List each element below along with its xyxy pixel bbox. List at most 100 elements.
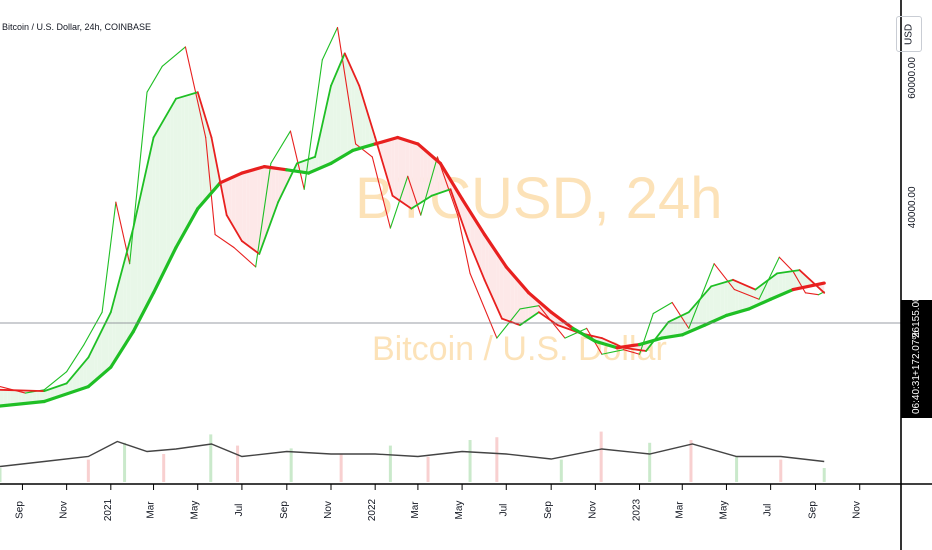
slow-average-segment <box>109 330 135 369</box>
cloud-segment <box>253 168 258 253</box>
currency-button[interactable]: USD <box>896 16 922 52</box>
price-segment <box>115 201 131 265</box>
time-tick-label: Nov <box>587 501 598 519</box>
cloud-segment <box>14 390 19 405</box>
cloud-segment <box>401 138 406 205</box>
cloud-segment <box>105 316 109 373</box>
time-tick-label: May <box>718 501 729 520</box>
cloud-segment <box>717 283 721 320</box>
cloud-segment <box>514 276 518 325</box>
slow-average-segment <box>42 384 90 404</box>
fast-average-segment <box>467 240 486 281</box>
cloud-segment <box>738 282 743 312</box>
fast-average-segment <box>622 346 647 352</box>
time-tick-label: Nov <box>323 501 334 519</box>
cloud-segment <box>28 390 33 404</box>
fast-average-segment <box>687 285 713 314</box>
cloud-segment <box>7 390 11 406</box>
cloud-segment <box>307 158 312 173</box>
slow-average-segment <box>174 207 200 250</box>
fast-average-segment <box>343 52 361 87</box>
time-tick-label: Sep <box>279 501 290 519</box>
cloud-segment <box>510 271 515 324</box>
cloud-segment <box>767 277 772 301</box>
volume-bar <box>599 431 603 482</box>
cloud-segment <box>123 252 127 348</box>
cloud-segment <box>525 288 529 322</box>
cloud-segment <box>731 280 736 314</box>
cloud-segment <box>94 338 98 382</box>
cloud-segment <box>115 279 120 360</box>
cloud-segment <box>724 281 728 317</box>
fast-average-segment <box>667 311 690 323</box>
fast-average-segment <box>449 188 470 242</box>
cloud-segment <box>528 292 533 320</box>
cloud-segment <box>796 270 801 289</box>
cloud-segment <box>467 207 471 247</box>
price-segment <box>469 272 498 339</box>
fast-average-segment <box>132 136 155 229</box>
fast-average-segment <box>196 91 213 139</box>
cloud-segment <box>141 176 145 317</box>
cloud-segment <box>369 118 374 146</box>
time-tick-label: 2022 <box>367 498 378 521</box>
cloud-segment <box>39 390 44 402</box>
volume-bar <box>559 459 563 482</box>
cloud-segment <box>311 156 316 172</box>
price-segment <box>129 91 148 265</box>
volume-bar <box>388 445 392 482</box>
price-segment <box>733 288 760 300</box>
slow-average-segment <box>86 365 113 389</box>
cloud-segment <box>423 148 428 201</box>
volume-bar <box>426 456 430 482</box>
cloud-segment <box>789 271 794 292</box>
slow-average-segment <box>637 336 664 347</box>
cloud-fill <box>0 55 825 407</box>
price-axis[interactable]: 40000.00 60000.00 <box>907 57 918 229</box>
price-segment <box>43 371 68 391</box>
cloud-segment <box>155 127 160 289</box>
price-segment <box>420 156 439 216</box>
cloud-segment <box>264 166 268 241</box>
cloud-segment <box>47 388 51 401</box>
cloud-segment <box>126 238 131 342</box>
cloud-segment <box>778 272 783 296</box>
cloud-segment <box>162 114 167 274</box>
cloud-segment <box>785 271 790 293</box>
price-segment <box>564 327 588 339</box>
time-axis[interactable]: Sep Nov 2021 Mar May Jul Sep Nov 2022 Mar May Jul Se… <box>14 484 863 521</box>
time-tick-label: 2023 <box>632 498 643 521</box>
cloud-segment <box>191 92 196 220</box>
cloud-segment <box>336 63 341 160</box>
cloud-segment <box>499 257 504 320</box>
fast-average-segment <box>798 269 826 294</box>
cloud-segment <box>246 170 250 247</box>
oscillator-line <box>0 440 825 468</box>
slow-average-segment <box>262 165 289 172</box>
fast-average-segment <box>241 240 261 255</box>
cloud-segment <box>488 241 493 298</box>
cloud-segment <box>662 324 667 338</box>
cloud-segment <box>159 121 163 282</box>
fast-average-segment <box>732 278 757 291</box>
cloud-segment <box>746 285 750 310</box>
price-segment <box>355 143 373 158</box>
cloud-segment <box>713 284 718 322</box>
price-segment <box>601 349 625 355</box>
price-segment <box>496 308 521 339</box>
cloud-segment <box>181 96 185 239</box>
cloud-segment <box>695 300 699 330</box>
cloud-segment <box>774 273 779 298</box>
cloud-segment <box>800 270 804 289</box>
watermark-name: Bitcoin / U.S. Dollar <box>372 330 667 368</box>
cloud-segment <box>517 280 522 325</box>
price-segment <box>205 136 216 236</box>
cloud-segment <box>144 160 149 310</box>
cloud-segment <box>742 283 747 311</box>
volume-bar <box>339 454 343 482</box>
cloud-segment <box>25 390 29 404</box>
cloud-segment <box>344 55 348 156</box>
slow-average-segment <box>196 181 222 211</box>
cloud-segment <box>97 331 102 379</box>
